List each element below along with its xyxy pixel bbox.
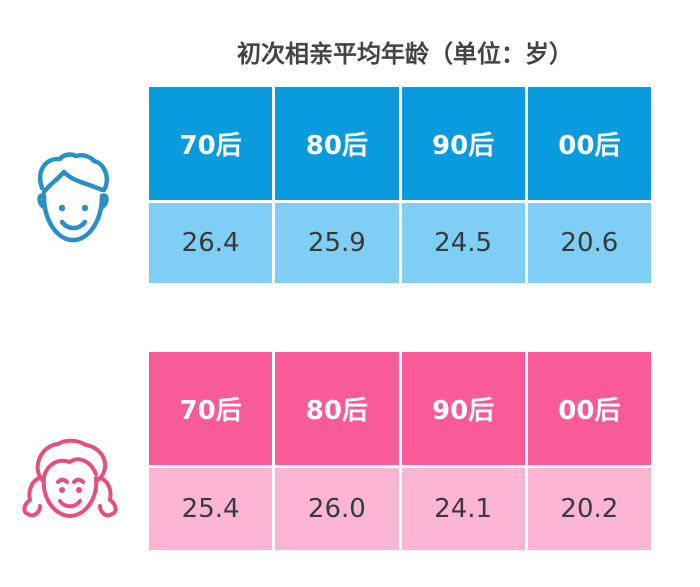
female-header-80s: 80后	[275, 352, 399, 465]
male-header-90s: 90后	[401, 87, 525, 200]
female-header-00s: 00后	[527, 352, 651, 465]
male-header-70s: 70后	[149, 87, 273, 200]
male-header-80s: 80后	[275, 87, 399, 200]
girl-face-icon	[22, 438, 118, 518]
chart-title: 初次相亲平均年龄（单位：岁）	[237, 40, 573, 68]
male-value-70s: 26.4	[149, 203, 273, 283]
male-age-table: 70后 80后 90后 00后 26.4 25.9 24.5 20.6	[149, 87, 651, 283]
female-value-00s: 20.2	[527, 468, 651, 550]
male-value-80s: 25.9	[275, 203, 399, 283]
female-age-table: 70后 80后 90后 00后 25.4 26.0 24.1 20.2	[149, 352, 651, 550]
male-value-90s: 24.5	[401, 203, 525, 283]
female-header-90s: 90后	[401, 352, 525, 465]
female-value-70s: 25.4	[149, 468, 273, 550]
female-value-90s: 24.1	[401, 468, 525, 550]
male-value-00s: 20.6	[527, 203, 651, 283]
boy-face-icon	[37, 152, 109, 243]
male-header-00s: 00后	[527, 87, 651, 200]
female-value-80s: 26.0	[275, 468, 399, 550]
female-header-70s: 70后	[149, 352, 273, 465]
